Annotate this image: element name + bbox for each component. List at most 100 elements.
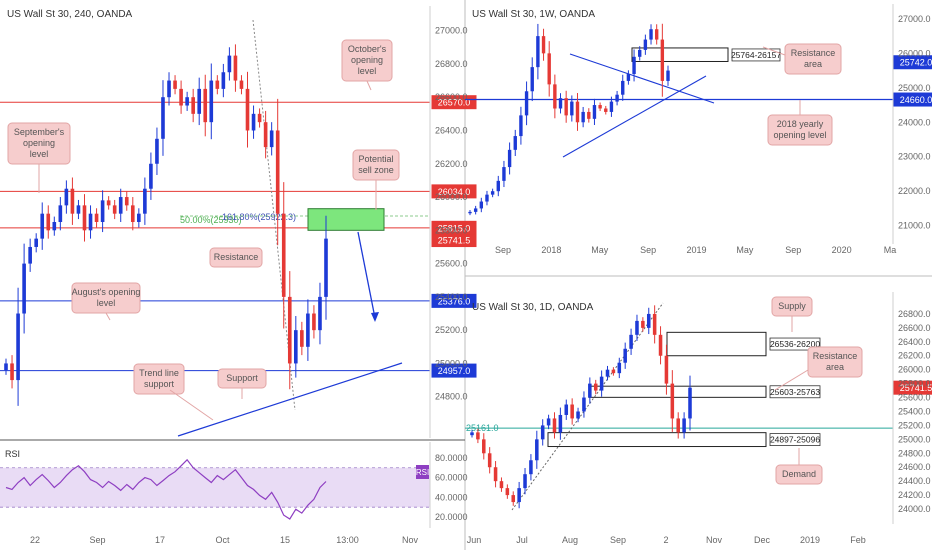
h4-candle — [46, 213, 51, 231]
w1-price-tag-box — [893, 55, 932, 70]
d1-candle — [570, 404, 574, 419]
w1-callout-resistance-text: area — [804, 59, 822, 69]
h4-candle — [52, 222, 57, 231]
h4-callout-october-text: October's — [348, 44, 387, 54]
h4-callout-october-text: level — [358, 66, 377, 76]
h4-callout-september-text: September's — [14, 127, 65, 137]
h4-y-tick-label: 27000.0 — [435, 26, 468, 36]
w1-triangle-upper — [569, 53, 715, 104]
d1-candle — [652, 313, 657, 335]
w1-x-tick-label: 2020 — [832, 245, 852, 255]
d1-callout-resistance-box — [807, 346, 863, 378]
h4-candle — [191, 97, 195, 114]
w1-y-tick-label: 23000.0 — [898, 152, 931, 162]
d1-x-tick-label: Aug — [562, 535, 578, 545]
h4-candle — [76, 205, 81, 214]
h4-candle — [100, 200, 105, 222]
d1-x-tick-label: Nov — [706, 535, 723, 545]
d1-level-label: 25161.0 — [466, 423, 499, 433]
w1-y-tick-label: 22000.0 — [898, 186, 931, 196]
w1-zone-label-box — [731, 48, 781, 62]
d1-callout-demand-text: Demand — [782, 469, 816, 479]
w1-x-tick-label: May — [591, 245, 609, 255]
w1-candle — [581, 111, 585, 123]
w1-candle — [592, 105, 597, 119]
w1-callout-resistance-box — [784, 43, 842, 75]
h4-candle — [318, 296, 322, 331]
h4-price-tag-box — [431, 293, 477, 308]
d1-candle — [523, 474, 527, 489]
d1-candle — [529, 460, 533, 475]
w1-x-tick-label: 2019 — [686, 245, 706, 255]
d1-candle — [611, 369, 616, 374]
h4-candle — [64, 188, 69, 206]
h4-candle — [137, 213, 141, 222]
w1-title: US Wall St 30, 1W, OANDA — [472, 9, 595, 20]
d1-candle — [470, 432, 474, 436]
h4-candle — [112, 205, 117, 214]
h4-candle — [312, 313, 316, 331]
h4-projection-arrow — [357, 231, 376, 319]
h4-title: US Wall St 30, 240, OANDA — [7, 9, 133, 20]
d1-y-tick-label: 24800.0 — [898, 448, 931, 458]
h4-y-tick-label: 24800.0 — [435, 392, 468, 402]
h4-y-tick-label: 26600.0 — [435, 92, 468, 102]
w1-callout-yearly-text: opening level — [773, 130, 826, 140]
d1-y-tick-label: 25400.0 — [898, 406, 931, 416]
w1-candle — [530, 67, 534, 92]
h4-candle — [94, 213, 99, 222]
h4-rsi-y-tick-label: 40.0000 — [435, 492, 468, 502]
w1-callout-pointer — [762, 46, 786, 56]
d1-candle — [588, 383, 592, 398]
w1-candle — [621, 80, 625, 95]
w1-price-tag: 25742.0 — [900, 58, 932, 68]
h4-candle — [294, 330, 298, 364]
w1-y-tick-label: 25000.0 — [898, 83, 931, 93]
h4-x-tick-label: Sep — [89, 535, 105, 545]
h4-candle — [58, 205, 63, 222]
w1-candle — [587, 111, 591, 119]
h4-candle — [306, 313, 310, 347]
w1-y-tick-label: 26000.0 — [898, 48, 931, 58]
h4-rsi-y-tick-label: 60.0000 — [435, 473, 468, 483]
d1-price-tag-box — [893, 380, 932, 395]
d1-x-tick-label: 2019 — [800, 535, 820, 545]
h4-candle — [155, 138, 159, 164]
d1-candle — [605, 369, 610, 377]
h4-candle — [215, 80, 220, 89]
w1-x-tick-label: Sep — [495, 245, 511, 255]
h4-candle — [82, 205, 87, 231]
d1-zone — [547, 432, 767, 448]
w1-candle — [643, 39, 648, 50]
h4-price-tag-box — [431, 184, 477, 199]
h4-x-tick-label: Oct — [215, 535, 230, 545]
d1-y-tick-label: 24200.0 — [898, 490, 931, 500]
h4-price-tag-box — [431, 363, 477, 378]
h4-callout-resistance-box — [209, 247, 263, 268]
d1-zone-label-box — [769, 337, 821, 351]
d1-candle — [499, 481, 504, 489]
w1-x-tick-label: May — [736, 245, 754, 255]
w1-candle — [553, 84, 557, 109]
h4-fib-50-label: 50.00%(25930) — [180, 215, 242, 225]
h4-candle — [257, 113, 262, 123]
h4-candle — [10, 363, 14, 381]
d1-price-tag: 25741.5 — [900, 383, 932, 393]
h4-rsi-badge-box — [416, 465, 429, 479]
h4-callout-september-text: level — [30, 149, 49, 159]
w1-zone-label: 25764-26157 — [731, 50, 781, 60]
d1-title: US Wall St 30, 1D, OANDA — [472, 302, 594, 313]
h4-candle — [161, 97, 165, 139]
d1-y-tick-label: 26400.0 — [898, 337, 931, 347]
w1-candle — [502, 167, 506, 181]
w1-x-tick-label: 2018 — [541, 245, 561, 255]
h4-x-tick-label: 17 — [155, 535, 165, 545]
h4-candle — [28, 246, 32, 264]
w1-callout-resistance-text: Resistance — [791, 48, 836, 58]
d1-callout-pointer — [774, 369, 809, 391]
h4-rsi-band — [0, 467, 430, 508]
h4-candle — [88, 213, 93, 231]
w1-x-tick-label: Sep — [785, 245, 801, 255]
chart-h4: US Wall St 30, 240, OANDA26570.026034.02… — [0, 6, 477, 545]
h4-candle — [245, 88, 250, 131]
